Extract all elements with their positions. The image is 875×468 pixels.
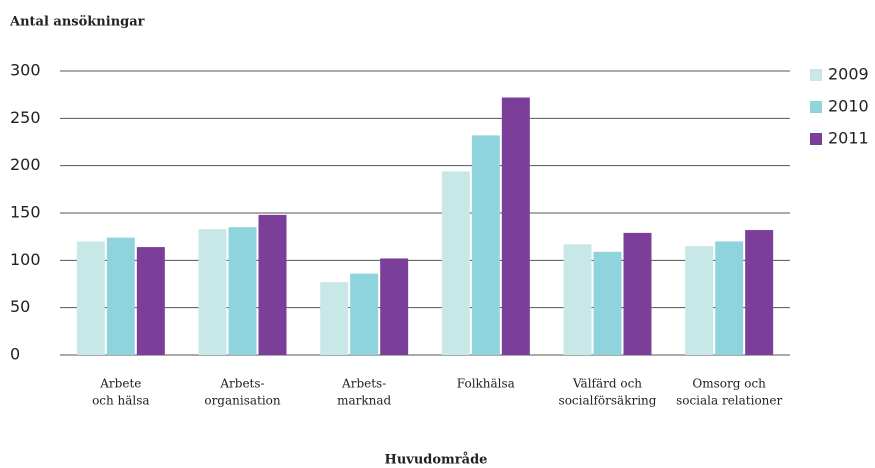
- x-tick-label: Välfärd och: [572, 377, 642, 391]
- bar: [320, 282, 349, 355]
- x-tick-label: socialförsäkring: [559, 394, 657, 408]
- bar: [471, 135, 500, 355]
- bar: [441, 171, 470, 355]
- y-tick-label: 250: [10, 108, 41, 127]
- legend-label: 2010: [828, 97, 869, 116]
- bar: [380, 258, 409, 355]
- legend-label: 2011: [828, 129, 869, 148]
- bar: [76, 241, 105, 355]
- legend-swatch: [810, 133, 822, 145]
- x-tick-label: marknad: [337, 394, 391, 408]
- x-tick-label: Arbets-: [341, 377, 386, 391]
- y-tick-label: 150: [10, 203, 41, 222]
- x-tick-label: sociala relationer: [676, 394, 782, 408]
- bar: [350, 273, 379, 355]
- bar: [501, 97, 530, 356]
- legend-label: 2009: [828, 65, 869, 84]
- y-tick-label: 300: [10, 61, 41, 80]
- bar: [685, 246, 714, 355]
- x-tick-label: organisation: [204, 394, 281, 408]
- bar: [623, 232, 652, 355]
- bar: [593, 251, 622, 355]
- bar: [228, 227, 257, 355]
- legend-swatch: [810, 101, 822, 113]
- x-tick-label: och hälsa: [92, 394, 150, 408]
- legend-swatch: [810, 69, 822, 81]
- y-tick-label: 200: [10, 155, 41, 174]
- y-tick-label: 100: [10, 250, 41, 269]
- x-tick-label: Omsorg och: [692, 377, 766, 391]
- x-axis-title: Huvudområde: [385, 452, 488, 468]
- bar: [258, 214, 287, 355]
- bar: [106, 237, 135, 355]
- bar: [745, 230, 774, 355]
- bar: [715, 241, 744, 355]
- bar: [198, 229, 227, 355]
- x-tick-label: Arbets-: [219, 377, 264, 391]
- y-axis-title: Antal ansökningar: [9, 15, 145, 30]
- bar: [136, 247, 165, 355]
- y-tick-label: 50: [10, 297, 30, 316]
- y-tick-label: 0: [10, 345, 20, 364]
- x-tick-label: Folkhälsa: [457, 377, 515, 391]
- x-tick-label: Arbete: [99, 377, 141, 391]
- bar: [563, 244, 592, 355]
